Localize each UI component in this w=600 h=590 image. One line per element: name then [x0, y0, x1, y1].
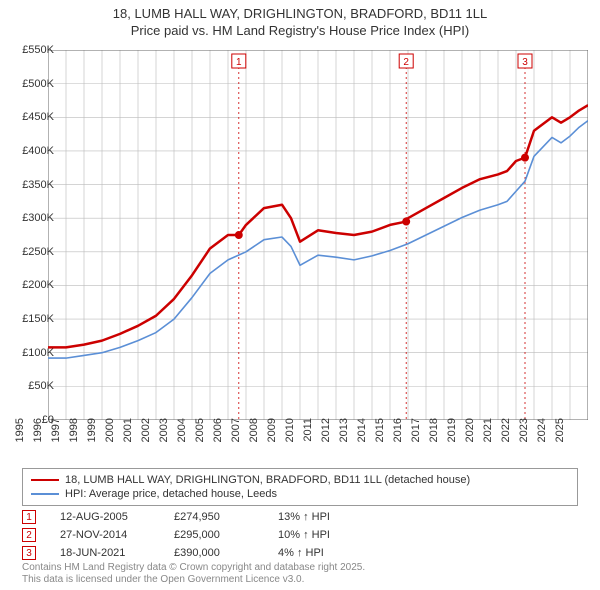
footer-line2: This data is licensed under the Open Gov… [22, 574, 365, 586]
x-tick-label: 2008 [248, 418, 260, 458]
x-tick-label: 2020 [464, 418, 476, 458]
legend-item: 18, LUMB HALL WAY, DRIGHLINGTON, BRADFOR… [31, 473, 569, 487]
x-tick-label: 2024 [536, 418, 548, 458]
footer-line1: Contains HM Land Registry data © Crown c… [22, 562, 365, 574]
x-tick-label: 2007 [230, 418, 242, 458]
transaction-row: 2 27-NOV-2014 £295,000 10% ↑ HPI [22, 526, 330, 544]
x-tick-label: 2016 [392, 418, 404, 458]
x-tick-label: 1999 [86, 418, 98, 458]
svg-text:2: 2 [403, 57, 409, 68]
x-tick-label: 2018 [428, 418, 440, 458]
transaction-delta: 10% ↑ HPI [278, 529, 330, 541]
x-tick-label: 2013 [338, 418, 350, 458]
x-tick-label: 2006 [212, 418, 224, 458]
legend-label: HPI: Average price, detached house, Leed… [65, 488, 277, 500]
y-tick-label: £350K [22, 179, 54, 191]
transaction-row: 3 18-JUN-2021 £390,000 4% ↑ HPI [22, 544, 330, 562]
x-tick-label: 2005 [194, 418, 206, 458]
transaction-marker: 1 [22, 510, 36, 524]
transaction-marker: 2 [22, 528, 36, 542]
y-tick-label: £550K [22, 44, 54, 56]
chart-svg: 1 2 3 [48, 50, 588, 420]
transaction-marker: 3 [22, 546, 36, 560]
x-tick-label: 2025 [554, 418, 566, 458]
y-tick-label: £100K [22, 347, 54, 359]
legend-item: HPI: Average price, detached house, Leed… [31, 487, 569, 501]
chart-container: 18, LUMB HALL WAY, DRIGHLINGTON, BRADFOR… [0, 0, 600, 590]
legend-label: 18, LUMB HALL WAY, DRIGHLINGTON, BRADFOR… [65, 474, 470, 486]
x-tick-label: 2001 [122, 418, 134, 458]
x-tick-label: 2004 [176, 418, 188, 458]
x-tick-label: 1996 [32, 418, 44, 458]
legend: 18, LUMB HALL WAY, DRIGHLINGTON, BRADFOR… [22, 468, 578, 506]
x-tick-label: 2002 [140, 418, 152, 458]
y-tick-label: £200K [22, 279, 54, 291]
transaction-date: 27-NOV-2014 [60, 529, 150, 541]
y-tick-label: £300K [22, 212, 54, 224]
legend-swatch [31, 493, 59, 495]
transaction-delta: 4% ↑ HPI [278, 547, 324, 559]
x-tick-label: 2021 [482, 418, 494, 458]
x-tick-label: 1997 [50, 418, 62, 458]
x-tick-label: 2011 [302, 418, 314, 458]
transaction-row: 1 12-AUG-2005 £274,950 13% ↑ HPI [22, 508, 330, 526]
chart-plot-area: 1 2 3 [48, 50, 588, 420]
y-tick-label: £500K [22, 78, 54, 90]
transaction-date: 18-JUN-2021 [60, 547, 150, 559]
x-tick-label: 2009 [266, 418, 278, 458]
x-tick-label: 1998 [68, 418, 80, 458]
y-tick-label: £450K [22, 111, 54, 123]
x-tick-label: 2019 [446, 418, 458, 458]
transaction-delta: 13% ↑ HPI [278, 511, 330, 523]
footer-attribution: Contains HM Land Registry data © Crown c… [22, 562, 365, 586]
transaction-price: £295,000 [174, 529, 254, 541]
title-line2: Price paid vs. HM Land Registry's House … [0, 23, 600, 40]
x-tick-label: 2015 [374, 418, 386, 458]
x-tick-label: 2010 [284, 418, 296, 458]
y-tick-label: £250K [22, 246, 54, 258]
svg-text:1: 1 [236, 57, 242, 68]
x-tick-label: 2014 [356, 418, 368, 458]
transaction-date: 12-AUG-2005 [60, 511, 150, 523]
x-tick-label: 2022 [500, 418, 512, 458]
title-line1: 18, LUMB HALL WAY, DRIGHLINGTON, BRADFOR… [0, 6, 600, 23]
svg-text:3: 3 [522, 57, 528, 68]
chart-title: 18, LUMB HALL WAY, DRIGHLINGTON, BRADFOR… [0, 0, 600, 40]
x-tick-label: 2023 [518, 418, 530, 458]
transaction-price: £274,950 [174, 511, 254, 523]
x-tick-label: 2017 [410, 418, 422, 458]
x-tick-label: 1995 [14, 418, 26, 458]
transactions-table: 1 12-AUG-2005 £274,950 13% ↑ HPI 2 27-NO… [22, 508, 330, 562]
x-tick-label: 2012 [320, 418, 332, 458]
y-tick-label: £150K [22, 313, 54, 325]
transaction-price: £390,000 [174, 547, 254, 559]
y-tick-label: £50K [28, 380, 54, 392]
x-tick-label: 2003 [158, 418, 170, 458]
x-tick-label: 2000 [104, 418, 116, 458]
legend-swatch [31, 479, 59, 482]
y-tick-label: £400K [22, 145, 54, 157]
